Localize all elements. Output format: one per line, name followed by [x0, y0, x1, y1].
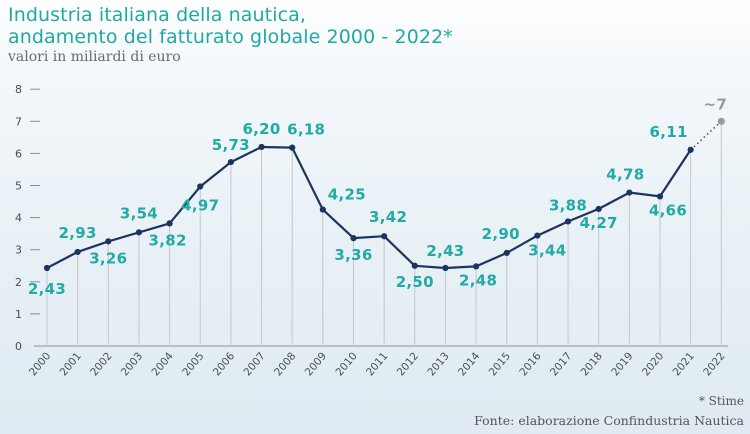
x-tick-label: 2005: [180, 350, 206, 378]
x-tick-label: 2021: [671, 350, 697, 378]
data-point: [656, 193, 664, 200]
data-point: [503, 249, 510, 257]
data-point: [105, 238, 112, 245]
data-point: [595, 205, 602, 213]
y-tick-label: 4: [15, 212, 22, 225]
data-point: [687, 146, 694, 153]
data-label: 4,25: [328, 186, 366, 204]
data-point: [258, 143, 265, 151]
x-tick-label: 2006: [211, 350, 238, 378]
data-point: [197, 183, 204, 190]
y-tick-label: 6: [15, 147, 22, 160]
x-tick-label: 2011: [364, 350, 390, 378]
data-point: [626, 189, 633, 196]
data-point: [411, 262, 418, 269]
data-label: 4,27: [580, 214, 618, 232]
x-tick-label: 2018: [579, 350, 605, 378]
chart-subtitle: valori in miliardi di euro: [8, 49, 181, 65]
y-tick-label: 3: [15, 244, 22, 257]
data-point: [442, 264, 449, 272]
y-tick-label: 8: [15, 83, 22, 96]
x-tick-label: 2014: [456, 350, 483, 378]
data-label: 4,66: [649, 201, 687, 219]
y-axis-ticks: 0 1 2 3 4 5 6 7 8: [15, 83, 40, 353]
data-label: 2,93: [59, 224, 97, 242]
data-points: [43, 117, 725, 272]
data-point: [534, 232, 541, 239]
x-tick-label: 2022: [701, 350, 727, 378]
data-label: 2,43: [426, 242, 464, 260]
y-tick-label: 1: [15, 308, 22, 321]
x-tick-label: 2008: [272, 350, 298, 378]
y-tick-label: 0: [15, 340, 22, 353]
data-point: [381, 233, 388, 240]
x-tick-label: 2000: [27, 350, 53, 378]
data-point: [350, 235, 357, 242]
x-tick-label: 2003: [119, 350, 145, 378]
data-label: 6,20: [242, 120, 280, 138]
data-label-estimate: ~7: [703, 95, 727, 113]
series-line-estimate: [690, 120, 722, 151]
data-point: [74, 248, 81, 256]
data-label: 2,48: [459, 271, 497, 289]
data-label: 5,73: [212, 136, 250, 154]
estimate-note: * Stime: [698, 394, 744, 408]
data-point: [564, 218, 572, 225]
x-tick-label: 2020: [640, 350, 666, 378]
x-tick-label: 2013: [425, 350, 451, 378]
x-tick-label: 2002: [88, 350, 114, 378]
data-label: 3,54: [120, 204, 158, 222]
series-line: [46, 120, 722, 270]
data-labels: 2,43 2,93 3,26 3,54 3,82 4,97 5,736,20 6,18 4,25…: [28, 95, 727, 298]
data-label: 2,50: [396, 273, 434, 291]
x-tick-label: 2017: [548, 350, 574, 378]
data-label: 2,90: [482, 225, 520, 243]
data-point: [43, 264, 51, 272]
x-axis-ticks: 2000 2001 2002 2003 2004 2005 2006 2007 2008 2009…: [27, 350, 728, 378]
title-line-1: Industria italiana della nautica,: [8, 4, 307, 26]
x-tick-label: 2010: [333, 350, 359, 378]
chart-title: Industria italiana della nautica, andame…: [8, 4, 453, 48]
data-point: [319, 206, 326, 213]
series-line-actual: [46, 145, 692, 270]
data-label: 3,26: [89, 249, 127, 267]
x-tick-label: 2001: [58, 350, 84, 378]
data-label: 4,97: [181, 196, 219, 214]
data-label: 3,82: [148, 231, 186, 249]
data-label: 6,11: [650, 123, 688, 141]
y-tick-label: 5: [15, 180, 22, 193]
data-label: 6,18: [287, 121, 325, 139]
data-point: [289, 144, 296, 151]
x-tick-label: 2019: [609, 350, 635, 378]
data-label: 2,43: [28, 280, 66, 298]
data-label: 3,44: [528, 242, 566, 260]
data-label: 4,78: [606, 166, 644, 184]
data-point: [227, 158, 234, 166]
y-tick-label: 7: [15, 115, 22, 128]
data-point: [135, 229, 143, 236]
x-tick-label: 2004: [150, 350, 177, 378]
data-point: [166, 220, 173, 227]
x-tick-label: 2016: [517, 350, 544, 378]
source-note: Fonte: elaborazione Confindustria Nautic…: [474, 413, 744, 428]
title-line-2: andamento del fatturato globale 2000 - 2…: [8, 26, 453, 48]
data-point: [473, 263, 480, 270]
x-tick-label: 2009: [303, 350, 329, 378]
x-tick-label: 2007: [241, 350, 267, 378]
x-tick-label: 2012: [395, 350, 421, 378]
data-point-estimate: [717, 117, 725, 125]
gridlines: [34, 121, 728, 347]
y-tick-label: 2: [15, 276, 22, 289]
data-label: 3,88: [549, 196, 587, 214]
x-tick-label: 2015: [487, 350, 513, 378]
data-label: 3,42: [369, 208, 407, 226]
data-label: 3,36: [334, 246, 372, 264]
